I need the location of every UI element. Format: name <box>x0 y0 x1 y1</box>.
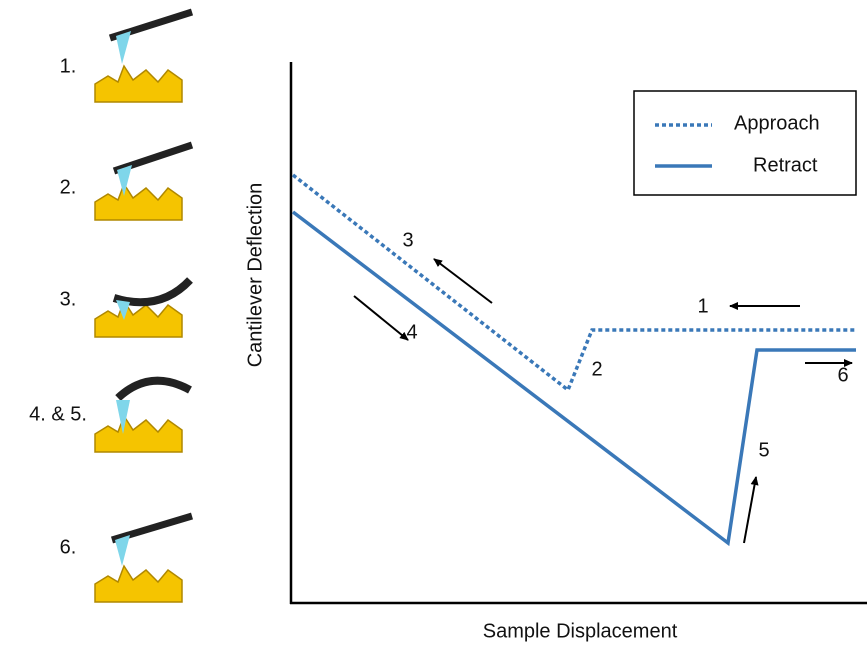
y-axis-label: Cantilever Deflection <box>244 183 266 368</box>
tip <box>117 165 132 196</box>
legend: Approach Retract <box>634 91 856 195</box>
annotation: 1 <box>697 295 708 317</box>
step-label: 4. & 5. <box>29 403 87 425</box>
annotation: 2 <box>591 358 602 380</box>
annotation: 6 <box>837 364 848 386</box>
retract-curve <box>293 212 856 543</box>
cantilever <box>114 280 190 302</box>
step-label: 1. <box>60 55 77 77</box>
step-label: 6. <box>60 536 77 558</box>
arrow <box>744 477 756 543</box>
annotation: 3 <box>402 229 413 251</box>
step-label: 2. <box>60 176 77 198</box>
legend-box <box>634 91 856 195</box>
substrate <box>95 184 182 220</box>
substrate <box>95 416 182 452</box>
x-axis-label: Sample Displacement <box>483 620 678 642</box>
substrate <box>95 66 182 102</box>
tip <box>116 31 131 64</box>
annotation: 5 <box>758 439 769 461</box>
arrow <box>434 259 492 303</box>
cantilever <box>118 381 190 398</box>
tip <box>115 535 130 566</box>
substrate <box>95 301 182 337</box>
substrate <box>95 566 182 602</box>
diagram: 1. 2. 3. 4. & 5. 6. Sample Displacement … <box>0 0 867 645</box>
annotation: 4 <box>406 321 417 343</box>
arrow <box>354 296 408 340</box>
approach-curve <box>293 175 856 390</box>
legend-label: Approach <box>734 112 820 134</box>
cantilever <box>112 516 192 540</box>
step-icons <box>95 12 192 602</box>
step-label: 3. <box>60 288 77 310</box>
legend-label: Retract <box>753 154 818 176</box>
